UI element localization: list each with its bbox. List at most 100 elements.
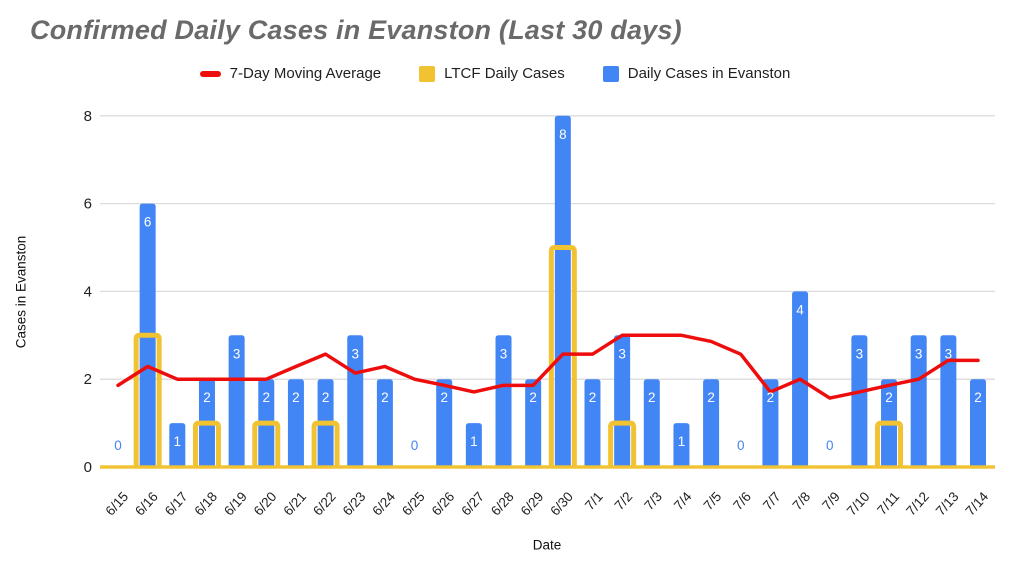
bar-value-label: 3 (233, 346, 241, 361)
ltcf-bar (311, 420, 340, 467)
y-tick-label: 6 (84, 196, 92, 213)
legend-item-daily-cases: Daily Cases in Evanston (602, 65, 791, 82)
daily-cases-bar (525, 379, 542, 467)
y-tick-label: 0 (84, 459, 92, 476)
x-tick-label: 6/24 (369, 489, 398, 519)
x-tick-label: 7/3 (641, 489, 665, 513)
legend-label-ltcf: LTCF Daily Cases (444, 65, 565, 82)
moving-average-line (116, 333, 980, 400)
bar-value-label: 2 (529, 390, 537, 405)
legend-label-daily-cases: Daily Cases in Evanston (627, 65, 791, 82)
x-tick-label: 6/19 (221, 489, 250, 519)
legend-item-ltcf: LTCF Daily Cases (419, 65, 565, 82)
ltcf-swatch-icon (419, 65, 436, 82)
bar-value-label: 2 (292, 390, 300, 405)
ltcf-bar (252, 420, 281, 467)
daily-cases-bar (673, 423, 690, 467)
x-tick-label: 6/27 (458, 489, 487, 519)
bar-value-label: 2 (767, 390, 775, 405)
y-tick-label: 8 (84, 108, 92, 125)
moving-average-swatch-icon (199, 70, 221, 77)
x-tick-label: 6/15 (102, 489, 131, 519)
bar-value-label: 1 (678, 434, 686, 449)
x-tick-label: 6/20 (251, 489, 280, 519)
daily-cases-bar (376, 379, 393, 467)
daily-cases-bar (436, 379, 453, 467)
daily-cases-bar (643, 379, 660, 467)
daily-cases-bar (169, 423, 186, 467)
x-tick-label: 6/29 (518, 489, 547, 519)
ltcf-bar (548, 245, 577, 467)
bar-value-label: 2 (974, 390, 982, 405)
daily-cases-bar (940, 335, 957, 467)
chart-title: Confirmed Daily Cases in Evanston (Last … (30, 15, 682, 45)
x-tick-label: 7/4 (671, 489, 695, 513)
daily-cases-bar (495, 335, 512, 467)
bar-value-label: 3 (500, 346, 508, 361)
x-tick-label: 7/8 (790, 489, 814, 513)
x-tick-label: 6/25 (399, 489, 428, 519)
bar-value-label: 3 (351, 346, 359, 361)
x-tick-label: 7/2 (612, 489, 636, 513)
x-tick-label: 6/26 (429, 489, 458, 519)
daily-cases-bar (970, 379, 986, 467)
bar-value-label: 2 (263, 390, 271, 405)
bar-value-label: 0 (737, 438, 745, 453)
bar-value-label: 0 (114, 438, 122, 453)
bar-value-label: 2 (707, 390, 715, 405)
bar-value-label: 3 (618, 346, 626, 361)
ltcf-bar (875, 420, 904, 467)
x-tick-label: 6/16 (132, 489, 161, 519)
daily-cases-swatch-icon (602, 65, 619, 82)
bar-value-label: 0 (411, 438, 419, 453)
bar-value-label: 4 (796, 302, 804, 317)
bar-value-label: 0 (826, 438, 834, 453)
ltcf-bar (192, 420, 221, 467)
bar-value-label: 2 (648, 390, 656, 405)
x-tick-label: 6/21 (280, 489, 309, 519)
x-tick-label: 6/22 (310, 489, 339, 519)
daily-cases-bar (703, 379, 720, 467)
x-tick-label: 7/9 (819, 489, 843, 513)
daily-cases-bar (554, 115, 571, 468)
x-tick-label: 6/18 (191, 489, 220, 519)
bar-value-label: 2 (589, 390, 597, 405)
ltcf-bar (608, 420, 637, 467)
bar-value-label: 6 (144, 215, 152, 230)
ltcf-bar (133, 332, 162, 467)
bar-value-label: 2 (381, 390, 389, 405)
x-tick-label: 7/5 (701, 489, 725, 513)
daily-cases-bar (228, 335, 245, 467)
y-tick-label: 4 (84, 283, 92, 300)
bar-value-label: 1 (174, 434, 182, 449)
y-tick-label: 2 (84, 371, 92, 388)
x-tick-label: 7/10 (844, 489, 873, 519)
x-tick-label: 7/14 (962, 489, 991, 519)
daily-cases-bar (851, 335, 868, 467)
x-axis-title: Date (532, 537, 562, 553)
legend-item-moving-average: 7-Day Moving Average (199, 65, 382, 82)
bar-value-label: 3 (856, 346, 864, 361)
x-tick-label: 7/11 (874, 489, 902, 518)
bar-value-label: 8 (559, 127, 567, 142)
daily-cases-bar (762, 379, 779, 467)
daily-cases-bar (287, 379, 304, 467)
bar-value-label: 2 (885, 390, 893, 405)
x-tick-label: 7/6 (730, 489, 754, 513)
x-tick-label: 7/12 (903, 489, 932, 519)
legend-label-moving-average: 7-Day Moving Average (229, 65, 382, 82)
ltcf-zero-baseline (100, 465, 995, 469)
daily-cases-bar (584, 379, 601, 467)
x-tick-label: 7/1 (582, 489, 606, 513)
x-tick-label: 6/17 (162, 489, 191, 519)
bar-value-label: 2 (322, 390, 330, 405)
x-tick-label: 7/7 (760, 489, 784, 513)
daily-cases-bar (910, 335, 927, 467)
x-tick-label: 6/28 (488, 489, 517, 519)
daily-cases-bar (614, 335, 631, 467)
bar-value-label: 2 (203, 390, 211, 405)
daily-cases-bar (347, 335, 364, 467)
daily-cases-bar (465, 423, 482, 467)
